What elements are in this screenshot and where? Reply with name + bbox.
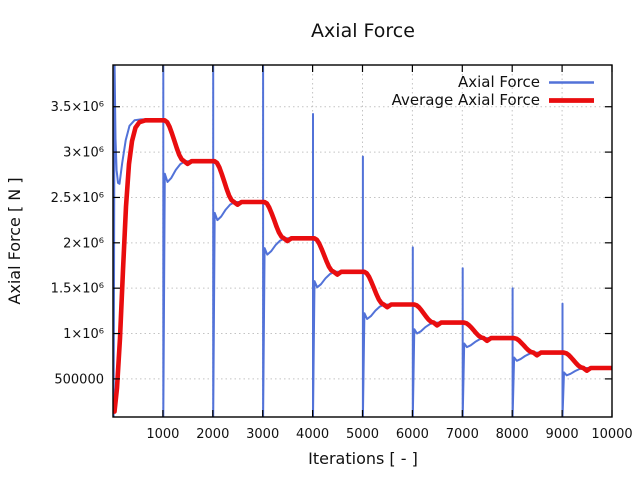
series-axial-force-line bbox=[113, 65, 612, 417]
legend: Axial Force Average Axial Force bbox=[392, 73, 594, 109]
x-tick-label-6000: 6000 bbox=[396, 427, 429, 442]
plot-border bbox=[112, 64, 613, 418]
x-tick-label-5000: 5000 bbox=[346, 427, 379, 442]
legend-label-average-axial-force: Average Axial Force bbox=[392, 91, 540, 109]
x-tick-label-4000: 4000 bbox=[296, 427, 329, 442]
y-tick-label-500000: 500000 bbox=[54, 372, 104, 387]
axis-ticks: 1000 2000 3000 4000 5000 6000 7000 8000 9000 1000… bbox=[51, 65, 633, 442]
x-tick-label-10000: 10000 bbox=[591, 427, 632, 442]
x-tick-label-7000: 7000 bbox=[446, 427, 479, 442]
y-tick-label-2.5×10⁶: 2.5×10⁶ bbox=[51, 191, 104, 206]
x-tick-label-2000: 2000 bbox=[196, 427, 229, 442]
series-average-axial-force-line bbox=[113, 118, 612, 414]
y-tick-label-3×10⁶: 3×10⁶ bbox=[63, 146, 104, 161]
x-tick-label-1000: 1000 bbox=[146, 427, 179, 442]
y-tick-label-1×10⁶: 1×10⁶ bbox=[63, 327, 104, 342]
x-tick-label-8000: 8000 bbox=[496, 427, 529, 442]
chart-title: Axial Force bbox=[311, 20, 415, 42]
y-axis-label: Axial Force [ N ] bbox=[5, 177, 24, 304]
x-axis-label: Iterations [ - ] bbox=[308, 449, 418, 468]
x-tick-label-9000: 9000 bbox=[546, 427, 579, 442]
y-tick-label-3.5×10⁶: 3.5×10⁶ bbox=[51, 100, 104, 115]
x-tick-label-3000: 3000 bbox=[246, 427, 279, 442]
series-lines bbox=[113, 65, 612, 417]
y-tick-label-2×10⁶: 2×10⁶ bbox=[63, 236, 104, 251]
legend-label-axial-force: Axial Force bbox=[458, 73, 540, 91]
y-tick-label-1.5×10⁶: 1.5×10⁶ bbox=[51, 282, 104, 297]
